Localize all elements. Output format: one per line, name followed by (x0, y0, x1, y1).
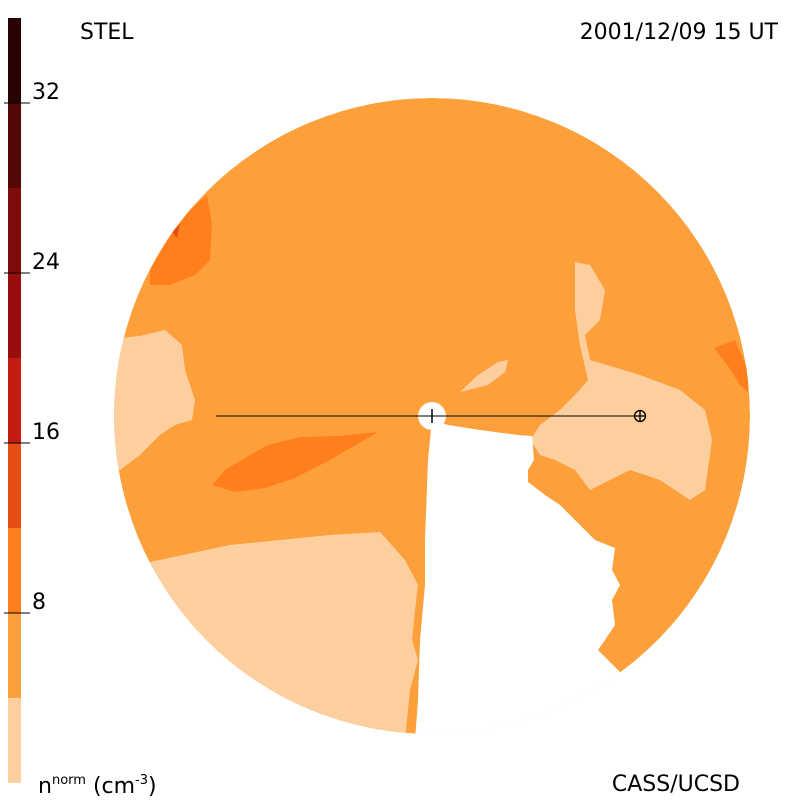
colorbar-band (8, 273, 21, 358)
units-close: ) (148, 774, 157, 799)
low-density-region-lower-left (114, 532, 418, 734)
density-disk (114, 98, 750, 734)
colorbar-band (8, 528, 21, 613)
date-time-title: 2001/12/09 15 UT (579, 20, 778, 45)
low-density-region-right (530, 262, 712, 500)
colorbar-band (8, 188, 21, 273)
colorbar (8, 18, 21, 783)
earth-icon (633, 409, 647, 423)
low-density-region-left (114, 330, 195, 475)
colorbar-band (8, 18, 21, 103)
colorbar-band (8, 698, 21, 783)
high-density-patch-right-edge (714, 340, 748, 392)
colorbar-tick-label: 8 (32, 590, 46, 615)
units-label: nnorm (cm-3) (38, 774, 157, 798)
colorbar-band (8, 613, 21, 698)
spacecraft-title: STEL (80, 20, 134, 45)
colorbar-tick-label: 16 (32, 420, 60, 445)
units-superscript: norm (51, 773, 86, 788)
units-exponent: -3 (135, 773, 149, 788)
colorbar-band (8, 358, 21, 443)
colorbar-tick-label: 32 (32, 80, 60, 105)
colorbar-band (8, 443, 21, 528)
units-base: n (38, 774, 52, 799)
colorbar-tick-label: 24 (32, 250, 60, 275)
no-data-wedge (415, 420, 750, 734)
colorbar-ticks (4, 102, 30, 614)
very-high-density-speck (172, 224, 180, 238)
high-density-patch-center-left (212, 432, 378, 492)
units-rest: (cm (92, 774, 136, 799)
colorbar-band (8, 103, 21, 188)
low-density-streak (460, 360, 508, 392)
high-density-patch-upper-left (150, 195, 212, 285)
credit-label: CASS/UCSD (611, 772, 740, 797)
